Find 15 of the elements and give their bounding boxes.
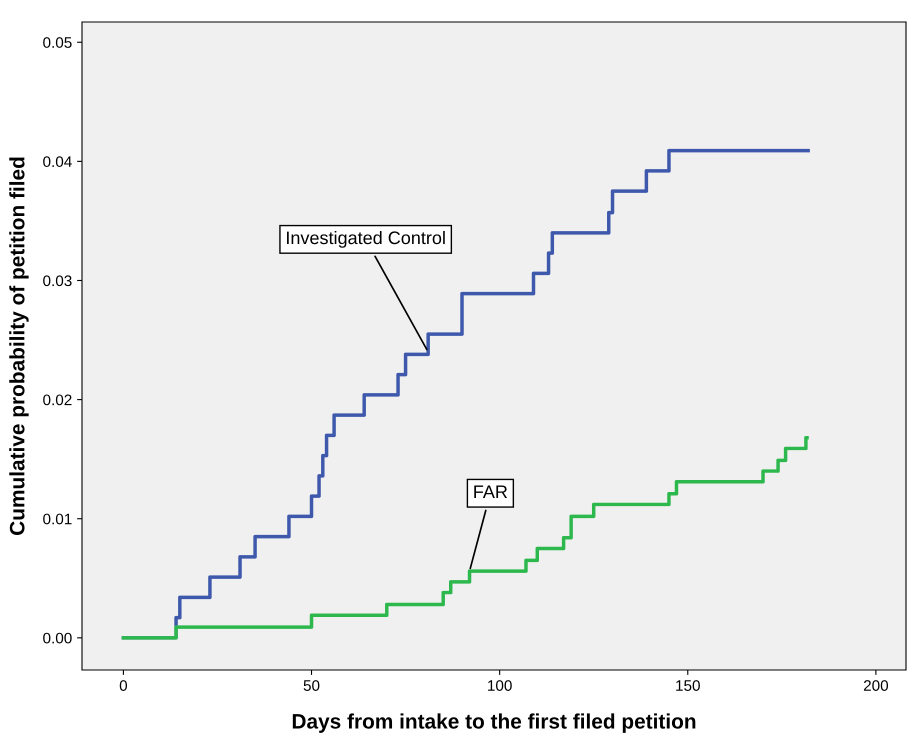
- x-tick-label: 50: [304, 680, 320, 691]
- y-axis-title: Cumulative probability of petition filed: [9, 158, 29, 535]
- y-tick-label: 0.01: [43, 514, 72, 524]
- y-tick-label: 0.05: [43, 37, 72, 48]
- y-tick-label: 0.04: [43, 156, 72, 168]
- y-tick-label: 0.00: [43, 632, 72, 644]
- y-tick-label: 0.02: [43, 394, 72, 406]
- x-axis-title: Days from intake to the first filed petition: [292, 713, 696, 733]
- y-tick-label: 0.03: [43, 275, 72, 286]
- x-tick-label: 200: [864, 680, 888, 691]
- x-tick-label: 150: [676, 680, 700, 691]
- x-tick-label: 0: [120, 680, 128, 691]
- annotation: Investigated Control: [287, 230, 445, 248]
- x-tick-label: 100: [488, 680, 512, 691]
- annotation: FAR: [474, 486, 508, 498]
